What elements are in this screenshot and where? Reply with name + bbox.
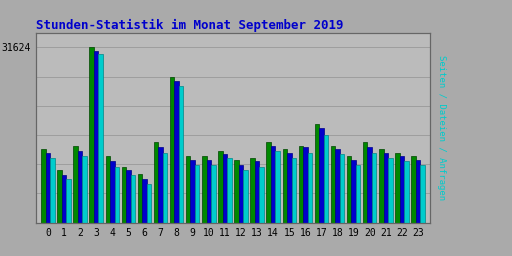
Bar xyxy=(351,159,356,223)
Bar xyxy=(170,77,175,223)
Bar xyxy=(126,170,131,223)
Bar xyxy=(324,135,328,223)
Bar xyxy=(331,146,335,223)
Bar xyxy=(115,167,119,223)
Bar xyxy=(105,156,110,223)
Bar xyxy=(239,165,243,223)
Bar xyxy=(275,151,280,223)
Bar xyxy=(250,158,255,223)
Bar xyxy=(50,158,55,223)
Bar xyxy=(404,161,409,223)
Bar xyxy=(202,156,206,223)
Bar xyxy=(416,159,420,223)
Bar xyxy=(308,153,312,223)
Bar xyxy=(347,156,351,223)
Bar xyxy=(420,165,425,223)
Bar xyxy=(368,147,372,223)
Bar xyxy=(379,149,383,223)
Bar xyxy=(255,161,260,223)
Bar xyxy=(179,86,183,223)
Bar xyxy=(223,154,227,223)
Bar xyxy=(291,158,296,223)
Bar xyxy=(243,170,248,223)
Bar xyxy=(287,153,291,223)
Bar xyxy=(388,158,393,223)
Bar xyxy=(218,151,223,223)
Bar xyxy=(260,167,264,223)
Bar xyxy=(206,159,211,223)
Bar xyxy=(383,153,388,223)
Bar xyxy=(94,51,98,223)
Bar xyxy=(411,156,416,223)
Bar xyxy=(62,175,66,223)
Bar xyxy=(335,149,340,223)
Bar xyxy=(234,159,239,223)
Bar xyxy=(319,128,324,223)
Y-axis label: Seiten / Dateien / Anfragen: Seiten / Dateien / Anfragen xyxy=(437,56,446,200)
Bar xyxy=(147,184,151,223)
Bar xyxy=(372,153,376,223)
Bar xyxy=(195,165,200,223)
Bar xyxy=(66,179,71,223)
Bar xyxy=(190,159,195,223)
Bar xyxy=(78,151,82,223)
Bar xyxy=(271,146,275,223)
Bar xyxy=(154,142,158,223)
Bar xyxy=(163,153,167,223)
Bar xyxy=(340,154,344,223)
Text: Stunden-Statistik im Monat September 2019: Stunden-Statistik im Monat September 201… xyxy=(36,19,344,32)
Bar xyxy=(211,165,216,223)
Bar xyxy=(73,146,78,223)
Bar xyxy=(400,156,404,223)
Bar xyxy=(98,54,103,223)
Bar xyxy=(363,142,368,223)
Bar xyxy=(227,158,231,223)
Bar xyxy=(186,156,190,223)
Bar xyxy=(122,167,126,223)
Bar xyxy=(46,153,50,223)
Bar xyxy=(158,147,163,223)
Bar xyxy=(142,179,147,223)
Bar xyxy=(283,149,287,223)
Bar xyxy=(82,156,87,223)
Bar xyxy=(266,142,271,223)
Bar xyxy=(315,124,319,223)
Bar xyxy=(90,47,94,223)
Bar xyxy=(57,170,62,223)
Bar xyxy=(110,161,115,223)
Bar xyxy=(175,81,179,223)
Bar xyxy=(395,153,400,223)
Bar xyxy=(356,165,360,223)
Bar xyxy=(41,149,46,223)
Bar xyxy=(298,146,303,223)
Bar xyxy=(303,147,308,223)
Bar xyxy=(138,174,142,223)
Bar xyxy=(131,175,135,223)
